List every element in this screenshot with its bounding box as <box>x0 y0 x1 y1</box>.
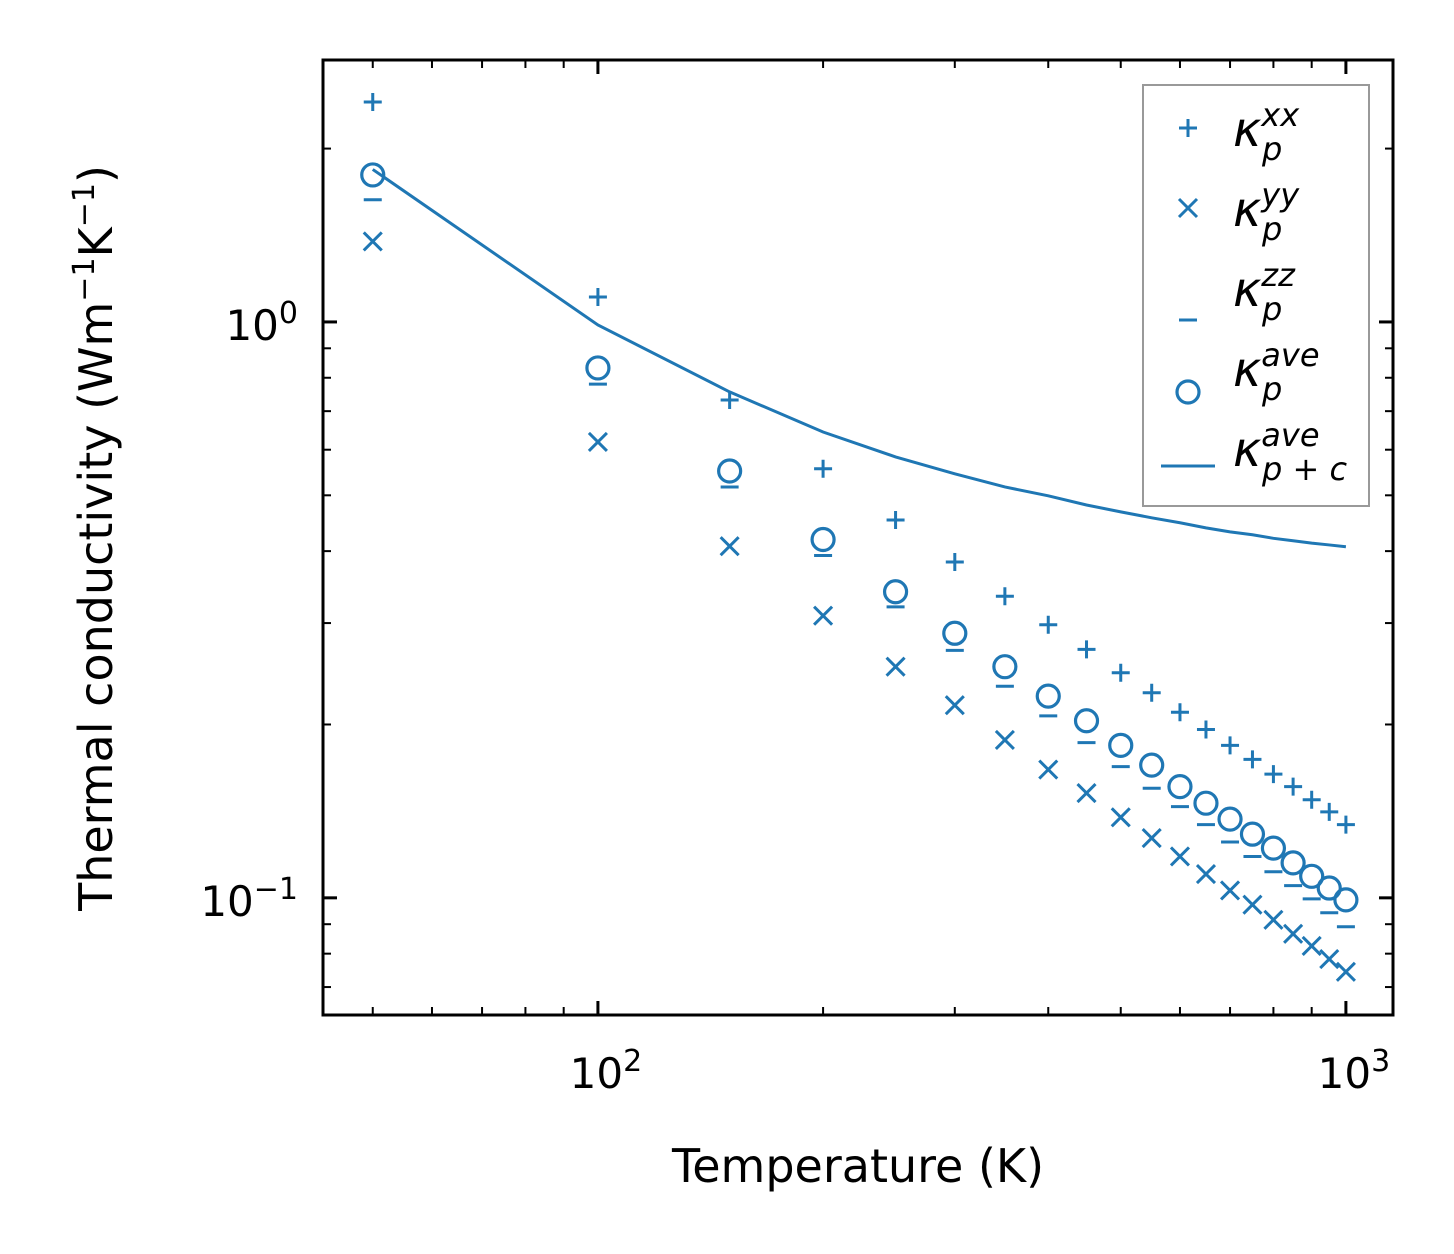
data-point <box>1280 850 1306 876</box>
x-tick-label: 103 <box>1318 1044 1391 1098</box>
series-kappa_p+c^ave <box>371 168 1347 549</box>
series-kappa_p^yy <box>362 231 1356 982</box>
legend-item-kappa_p^yy: κyy p <box>1177 176 1300 248</box>
data-point <box>1193 790 1219 816</box>
data-point <box>810 526 836 553</box>
data-point <box>1169 846 1191 867</box>
legend-item-kappa_p^xx: κxx p <box>1179 96 1300 168</box>
data-point <box>886 510 905 529</box>
data-point <box>1077 640 1096 659</box>
series-kappa_p^ave <box>360 162 1359 913</box>
data-point <box>882 579 909 605</box>
legend-label: κxx p <box>1233 96 1300 168</box>
data-point <box>814 459 833 478</box>
data-point <box>588 287 607 306</box>
data-point <box>1073 708 1100 734</box>
data-point <box>1219 880 1241 901</box>
legend-label: κave p + c <box>1233 416 1347 488</box>
legend-marker-icon <box>1179 119 1197 137</box>
data-point <box>1221 736 1240 755</box>
data-point <box>1038 759 1059 780</box>
series-kappa_p^xx <box>363 92 1355 834</box>
data-point <box>1076 783 1097 804</box>
legend-label: κyy p <box>1233 176 1300 248</box>
data-point <box>1284 777 1303 796</box>
y-axis-label: Thermal conductivity (Wm−1K−1) <box>67 165 123 912</box>
data-point <box>587 431 608 452</box>
data-point <box>1196 720 1215 739</box>
tick-labels: 102 103 100 10−1 <box>200 296 1390 1098</box>
data-point <box>1239 821 1266 847</box>
data-point <box>1242 894 1263 915</box>
data-point <box>1260 835 1287 861</box>
plot-frame <box>321 58 1395 1017</box>
data-point <box>719 536 740 557</box>
legend-frame <box>1142 84 1370 507</box>
data-point <box>1110 807 1131 828</box>
data-point <box>585 355 611 381</box>
series-kappa_p^zz <box>363 198 1355 929</box>
x-axis-label: Temperature (K) <box>671 1139 1044 1193</box>
data-point <box>945 552 964 571</box>
legend-item-kappa_p^ave: κave p <box>1175 336 1320 408</box>
y-tick-label: 100 <box>225 296 298 350</box>
data-point <box>995 587 1014 606</box>
legend-item-kappa_p^zz: κzz p <box>1179 256 1296 328</box>
data-point <box>992 654 1018 680</box>
data-point <box>813 605 834 626</box>
data-point <box>1320 802 1339 821</box>
data-point <box>1264 765 1283 784</box>
legend: κxx p κyy p κzz p κave p κave p + c <box>1142 84 1370 507</box>
data-point <box>1302 790 1321 809</box>
data-point <box>720 390 739 409</box>
data-point <box>360 162 386 188</box>
data-point <box>1243 750 1262 769</box>
data-point <box>1139 752 1165 778</box>
legend-item-kappa_p+c^ave: κave p + c <box>1161 416 1347 488</box>
data-point <box>1263 909 1284 930</box>
plot-marks <box>360 92 1359 982</box>
data-point <box>363 92 382 111</box>
legend-marker-icon <box>1175 379 1201 405</box>
data-point <box>1335 961 1356 982</box>
data-point <box>1316 875 1342 901</box>
legend-marker-icon <box>1177 197 1199 219</box>
data-point <box>1336 815 1355 834</box>
data-point <box>1039 615 1058 634</box>
legend-label: κzz p <box>1233 256 1296 328</box>
data-point <box>1217 806 1243 832</box>
data-point <box>1299 863 1325 889</box>
data-point <box>994 729 1015 751</box>
series-line <box>371 168 1347 549</box>
data-point <box>1167 774 1193 800</box>
data-point <box>362 231 383 252</box>
data-point <box>717 458 743 484</box>
data-point <box>1170 703 1189 722</box>
data-point <box>1035 683 1061 709</box>
data-point <box>1141 828 1162 849</box>
data-point <box>1319 948 1340 970</box>
data-point <box>1333 887 1359 913</box>
data-point <box>1301 935 1322 957</box>
data-point <box>885 656 906 677</box>
data-point <box>942 620 968 646</box>
data-point <box>1111 663 1130 682</box>
x-tick-label: 102 <box>570 1044 643 1098</box>
y-tick-label: 10−1 <box>200 872 298 926</box>
data-point <box>1108 732 1134 758</box>
data-point <box>1283 923 1304 944</box>
data-point <box>1195 863 1217 885</box>
legend-label: κave p <box>1233 336 1320 408</box>
data-point <box>1142 683 1161 702</box>
data-point <box>944 695 965 716</box>
